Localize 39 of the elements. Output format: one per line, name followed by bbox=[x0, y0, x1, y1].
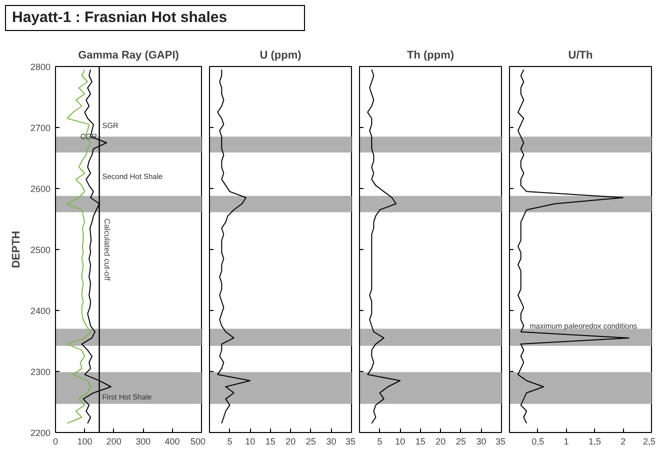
x-tick-label: 35 bbox=[495, 436, 506, 446]
x-tick-label: 30 bbox=[476, 436, 486, 446]
x-tick-label: 400 bbox=[164, 436, 180, 446]
x-tick-label: 0 bbox=[52, 436, 58, 446]
x-tick-label: 20 bbox=[436, 436, 446, 446]
x-tick-label: 2 bbox=[620, 436, 626, 446]
chart-title: Hayatt-1 : Frasnian Hot shales bbox=[12, 8, 228, 28]
ref-line-label: Calculated cut-off bbox=[102, 218, 112, 282]
x-tick-label: 10 bbox=[245, 436, 256, 446]
x-tick-label: 20 bbox=[286, 436, 296, 446]
x-tick-label: 300 bbox=[136, 436, 151, 446]
x-tick-label: 30 bbox=[326, 436, 336, 446]
x-tick-label: 25 bbox=[306, 436, 316, 446]
x-tick-label: 15 bbox=[265, 436, 276, 446]
y-axis-title: DEPTH bbox=[10, 230, 22, 268]
y-tick-label: 2500 bbox=[30, 245, 51, 255]
x-tick-label: 2,5 bbox=[642, 436, 656, 446]
y-tick-label: 2200 bbox=[30, 428, 51, 438]
y-tick-label: 2400 bbox=[30, 306, 51, 316]
x-tick-label: 200 bbox=[106, 436, 122, 446]
x-tick-label: 500 bbox=[190, 436, 206, 446]
x-tick-label: 1 bbox=[564, 436, 569, 446]
y-tick-label: 2300 bbox=[30, 367, 51, 377]
x-axis-title: Th (ppm) bbox=[406, 50, 454, 62]
x-tick-label: 10 bbox=[395, 436, 406, 446]
y-tick-label: 2800 bbox=[30, 62, 51, 72]
x-tick-label: 5 bbox=[377, 436, 382, 446]
x-tick-label: 0,5 bbox=[532, 436, 544, 446]
x-axis-title: U/Th bbox=[568, 50, 593, 62]
x-axis-title: Gamma Ray (GAPI) bbox=[78, 50, 180, 62]
x-tick-label: 1,5 bbox=[588, 436, 601, 446]
y-tick-label: 2700 bbox=[30, 123, 51, 133]
x-tick-label: 100 bbox=[77, 436, 92, 446]
x-tick-label: 35 bbox=[345, 436, 356, 446]
x-tick-label: 5 bbox=[227, 436, 232, 446]
y-tick-label: 2600 bbox=[30, 184, 51, 194]
x-tick-label: 15 bbox=[415, 436, 426, 446]
x-axis-title: U (ppm) bbox=[260, 50, 302, 62]
x-tick-label: 25 bbox=[456, 436, 466, 446]
